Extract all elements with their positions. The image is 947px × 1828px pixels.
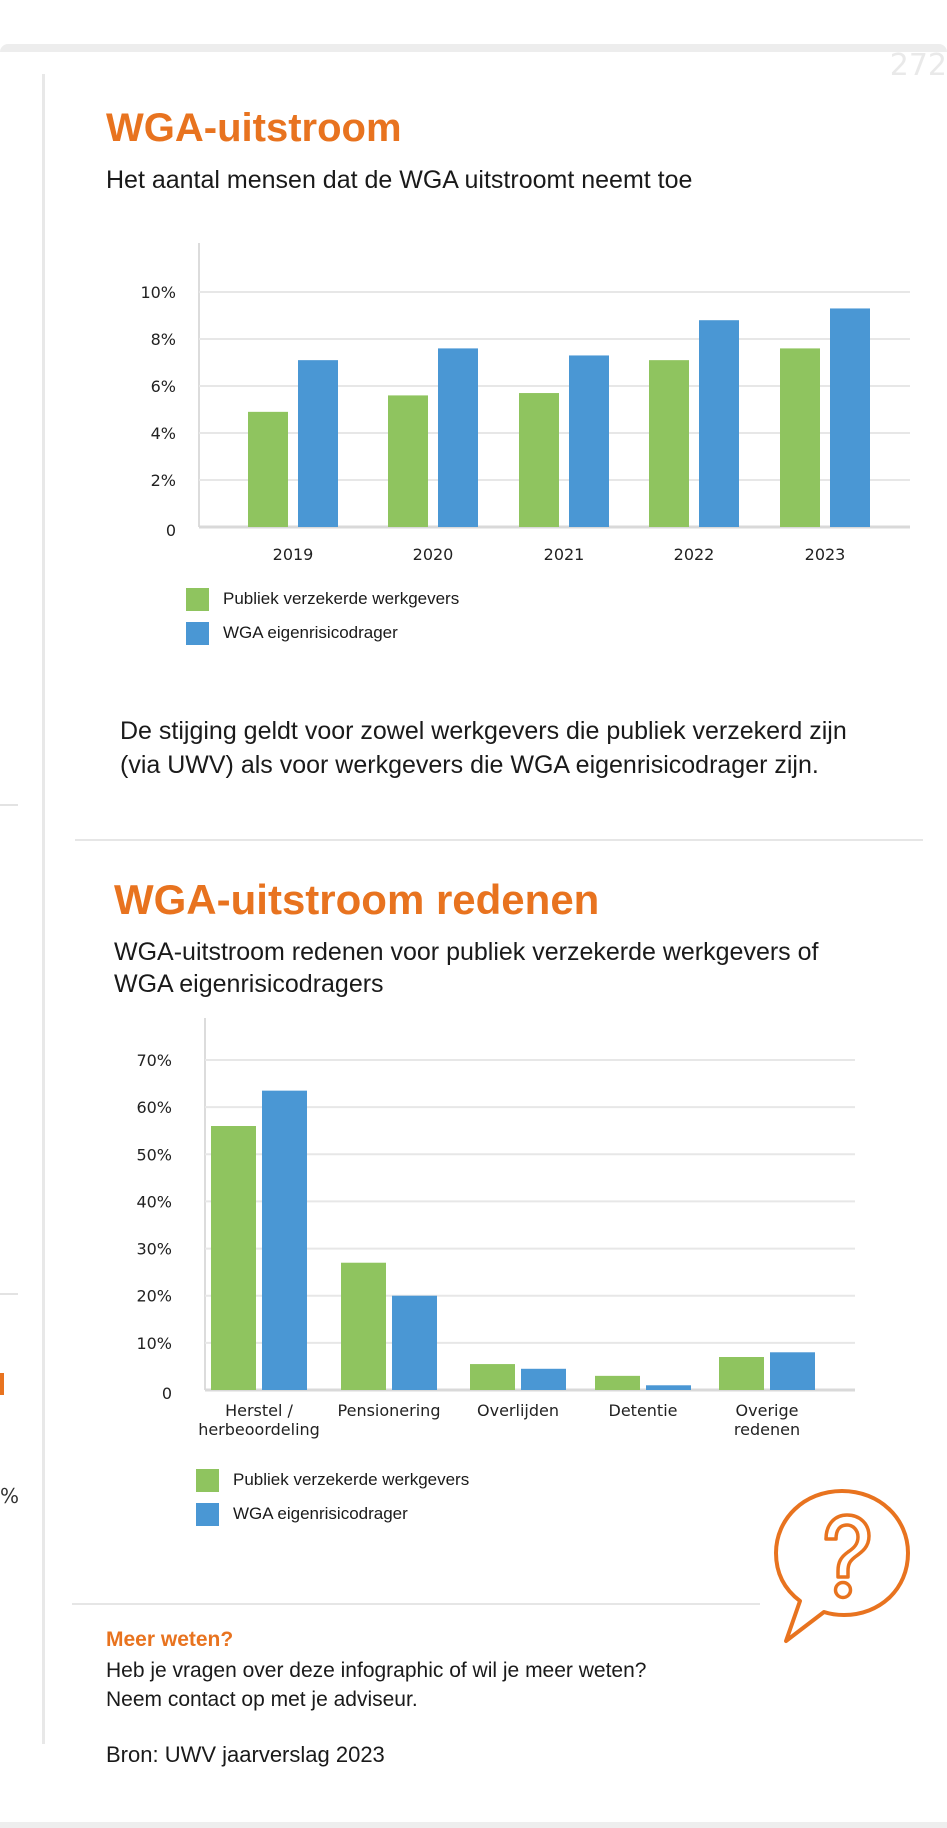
bar-eigenrisicodrager [392,1295,437,1390]
left-tick [0,804,18,806]
bar-eigenrisicodrager [699,320,739,527]
bar-eigenrisicodrager [521,1368,566,1390]
legend-swatch-blue [186,621,209,645]
legend-label-publiek: Publiek verzekerde werkgevers [223,589,460,608]
info-text: Heb je vragen over deze infographic of w… [106,1656,646,1714]
info-divider [72,1603,760,1605]
legend-item-publiek: Publiek verzekerde werkgevers [186,582,459,616]
chart2-legend: Publiek verzekerde werkgevers WGA eigenr… [196,1463,469,1531]
section1-body-line-1: De stijging geldt voor zowel werkgevers … [120,717,847,745]
y-tick-label: 0 [166,521,176,540]
bar-eigenrisicodrager [438,348,478,527]
y-tick-label: 0 [162,1384,172,1403]
x-category-label: herbeoordeling [198,1420,320,1439]
left-glyph: % [0,1484,20,1508]
info-line-1: Heb je vragen over deze infographic of w… [106,1659,647,1682]
y-tick-label: 30% [136,1240,172,1259]
source-text: Bron: UWV jaarverslag 2023 [106,1742,385,1767]
bar-publiek [519,393,559,527]
y-tick-label: 50% [136,1145,172,1164]
bar-eigenrisicodrager [262,1090,307,1390]
card-edge [0,44,947,52]
legend-label-eigenrisico: WGA eigenrisicodrager [233,1504,408,1523]
legend-label-eigenrisico: WGA eigenrisicodrager [223,623,398,642]
legend-swatch-green [186,587,209,611]
legend-label-publiek: Publiek verzekerde werkgevers [233,1470,470,1489]
section1-title: WGA-uitstroom [106,106,402,150]
bar-publiek [719,1357,764,1390]
x-category-label: Pensionering [338,1401,441,1420]
bar-eigenrisicodrager [646,1385,691,1390]
section1-body-line-2: (via UWV) als voor werkgevers die WGA ei… [120,751,819,779]
y-tick-label: 6% [151,377,176,396]
x-category-label: 2023 [805,545,846,564]
chart1-legend: Publiek verzekerde werkgevers WGA eigenr… [186,582,459,650]
section2-subtitle-line-1: WGA-uitstroom redenen voor publiek verze… [114,938,819,966]
x-category-label: redenen [734,1420,800,1439]
top-band [0,0,947,46]
legend-item-publiek: Publiek verzekerde werkgevers [196,1463,469,1497]
y-tick-label: 20% [136,1287,172,1306]
y-tick-label: 8% [151,330,176,349]
chart-uitstroom: 0 2% 4% 6% 8% 10% 2019 2020 2021 2022 2023 [140,243,910,564]
x-category-label: Detentie [609,1401,678,1420]
legend-swatch-green [196,1468,219,1492]
bar-eigenrisicodrager [830,308,870,527]
y-tick-label: 4% [151,424,176,443]
section2-title: WGA-uitstroom redenen [114,876,600,923]
question-speech-bubble-icon [774,1489,910,1643]
left-orange-mark [0,1373,4,1395]
bottom-edge [0,1822,947,1828]
section2-subtitle-line-2: WGA eigenrisicodragers [114,970,384,998]
y-tick-label: 40% [136,1192,172,1211]
bar-eigenrisicodrager [569,355,609,527]
x-category-label: Overige [736,1401,799,1420]
info-title: Meer weten? [106,1628,234,1651]
bar-publiek [341,1262,386,1390]
x-category-label: 2021 [544,545,585,564]
y-tick-label: 70% [136,1051,172,1070]
bar-publiek [470,1364,515,1390]
bar-publiek [388,395,428,527]
bar-publiek [649,360,689,527]
left-tick [0,1293,18,1295]
x-category-label: Herstel / [225,1401,293,1420]
section-divider [75,839,923,841]
bar-publiek [780,348,820,527]
x-category-label: 2020 [413,545,454,564]
y-tick-label: 60% [136,1098,172,1117]
x-category-label: 2019 [273,545,314,564]
bar-eigenrisicodrager [298,360,338,527]
legend-swatch-blue [196,1502,219,1526]
info-line-2: Neem contact op met je adviseur. [106,1688,418,1711]
section1-subtitle: Het aantal mensen dat de WGA uitstroomt … [106,166,693,194]
y-tick-label: 2% [151,471,176,490]
legend-item-eigenrisico: WGA eigenrisicodrager [186,616,459,650]
y-tick-label: 10% [136,1334,172,1353]
left-rule [42,74,45,1744]
chart-uitstroom-redenen: 0 10% 20% 30% 40% 50% 60% 70% Herstel /herbeoord… [136,1018,855,1439]
bar-eigenrisicodrager [770,1352,815,1390]
legend-item-eigenrisico: WGA eigenrisicodrager [196,1497,469,1531]
bar-publiek [595,1375,640,1390]
y-tick-label: 10% [140,283,176,302]
page-number: 272 [889,48,947,83]
x-category-label: 2022 [674,545,715,564]
bar-publiek [211,1126,256,1390]
bar-publiek [248,411,288,527]
x-category-label: Overlijden [477,1401,559,1420]
